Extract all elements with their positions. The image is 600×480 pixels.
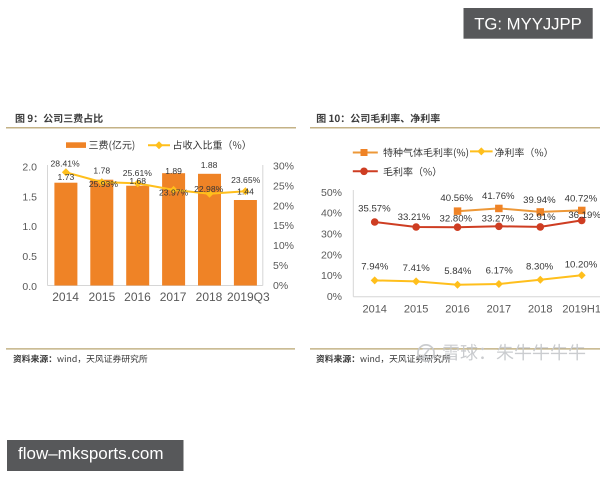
svg-text:5.84%: 5.84%	[444, 266, 472, 277]
svg-text:22.98%: 22.98%	[194, 184, 224, 194]
svg-text:50%: 50%	[321, 187, 342, 199]
svg-text:33.27%: 33.27%	[482, 213, 515, 224]
svg-text:8.30%: 8.30%	[526, 262, 554, 273]
svg-text:1.89: 1.89	[165, 166, 182, 176]
svg-text:1.44: 1.44	[237, 187, 254, 197]
svg-text:2019Q3: 2019Q3	[227, 290, 270, 304]
svg-text:2018: 2018	[528, 304, 552, 316]
svg-text:1.5: 1.5	[22, 191, 37, 203]
svg-text:7.94%: 7.94%	[361, 262, 389, 273]
svg-text:36.19%: 36.19%	[568, 210, 600, 221]
svg-text:TG: MYYJJPP: TG: MYYJJPP	[474, 15, 582, 34]
svg-text:2014: 2014	[362, 304, 386, 316]
svg-text:5%: 5%	[273, 260, 288, 272]
svg-text:2016: 2016	[124, 290, 151, 304]
svg-text:7.41%: 7.41%	[403, 263, 431, 274]
svg-text:28.41%: 28.41%	[51, 158, 81, 168]
svg-text:25%: 25%	[273, 180, 294, 192]
svg-text:20%: 20%	[273, 200, 294, 212]
svg-text:1.68: 1.68	[129, 176, 146, 186]
svg-text:30%: 30%	[321, 228, 342, 240]
svg-text:2018: 2018	[196, 290, 223, 304]
svg-text:1.73: 1.73	[58, 172, 75, 182]
svg-text:2015: 2015	[404, 304, 428, 316]
svg-text:30%: 30%	[273, 161, 294, 173]
svg-text:10.20%: 10.20%	[565, 259, 598, 270]
svg-text:25.61%: 25.61%	[123, 168, 153, 178]
svg-text:20%: 20%	[321, 249, 342, 261]
svg-text:2.0: 2.0	[22, 161, 37, 173]
svg-text:1.78: 1.78	[93, 166, 110, 176]
svg-text:39.94%: 39.94%	[523, 195, 556, 206]
svg-text:2019H1: 2019H1	[562, 304, 600, 316]
svg-text:2017: 2017	[487, 304, 511, 316]
svg-text:40%: 40%	[321, 208, 342, 220]
svg-text:1.88: 1.88	[201, 160, 218, 170]
svg-text:0%: 0%	[273, 280, 288, 292]
svg-text:2017: 2017	[160, 290, 187, 304]
svg-text:0%: 0%	[327, 291, 342, 303]
svg-text:2015: 2015	[89, 290, 116, 304]
svg-text:41.76%: 41.76%	[482, 191, 515, 202]
svg-text:32.91%: 32.91%	[523, 212, 556, 223]
svg-text:flow–mksports.com: flow–mksports.com	[18, 444, 163, 463]
svg-text:40.56%: 40.56%	[440, 193, 473, 204]
svg-text:10%: 10%	[321, 270, 342, 282]
svg-text:32.80%: 32.80%	[440, 213, 473, 224]
svg-text:23.97%: 23.97%	[159, 187, 189, 197]
svg-text:40.72%: 40.72%	[565, 194, 598, 205]
svg-text:25.93%: 25.93%	[89, 179, 119, 189]
svg-text:6.17%: 6.17%	[486, 266, 514, 277]
svg-text:0.5: 0.5	[22, 251, 37, 263]
svg-text:2014: 2014	[52, 290, 79, 304]
svg-text:1.0: 1.0	[22, 221, 37, 233]
svg-text:2016: 2016	[445, 304, 469, 316]
svg-text:0.0: 0.0	[22, 281, 37, 293]
svg-text:10%: 10%	[273, 240, 294, 252]
svg-text:33.21%: 33.21%	[398, 212, 431, 223]
svg-text:35.57%: 35.57%	[358, 204, 391, 215]
svg-text:23.65%: 23.65%	[231, 175, 261, 185]
svg-text:15%: 15%	[273, 220, 294, 232]
